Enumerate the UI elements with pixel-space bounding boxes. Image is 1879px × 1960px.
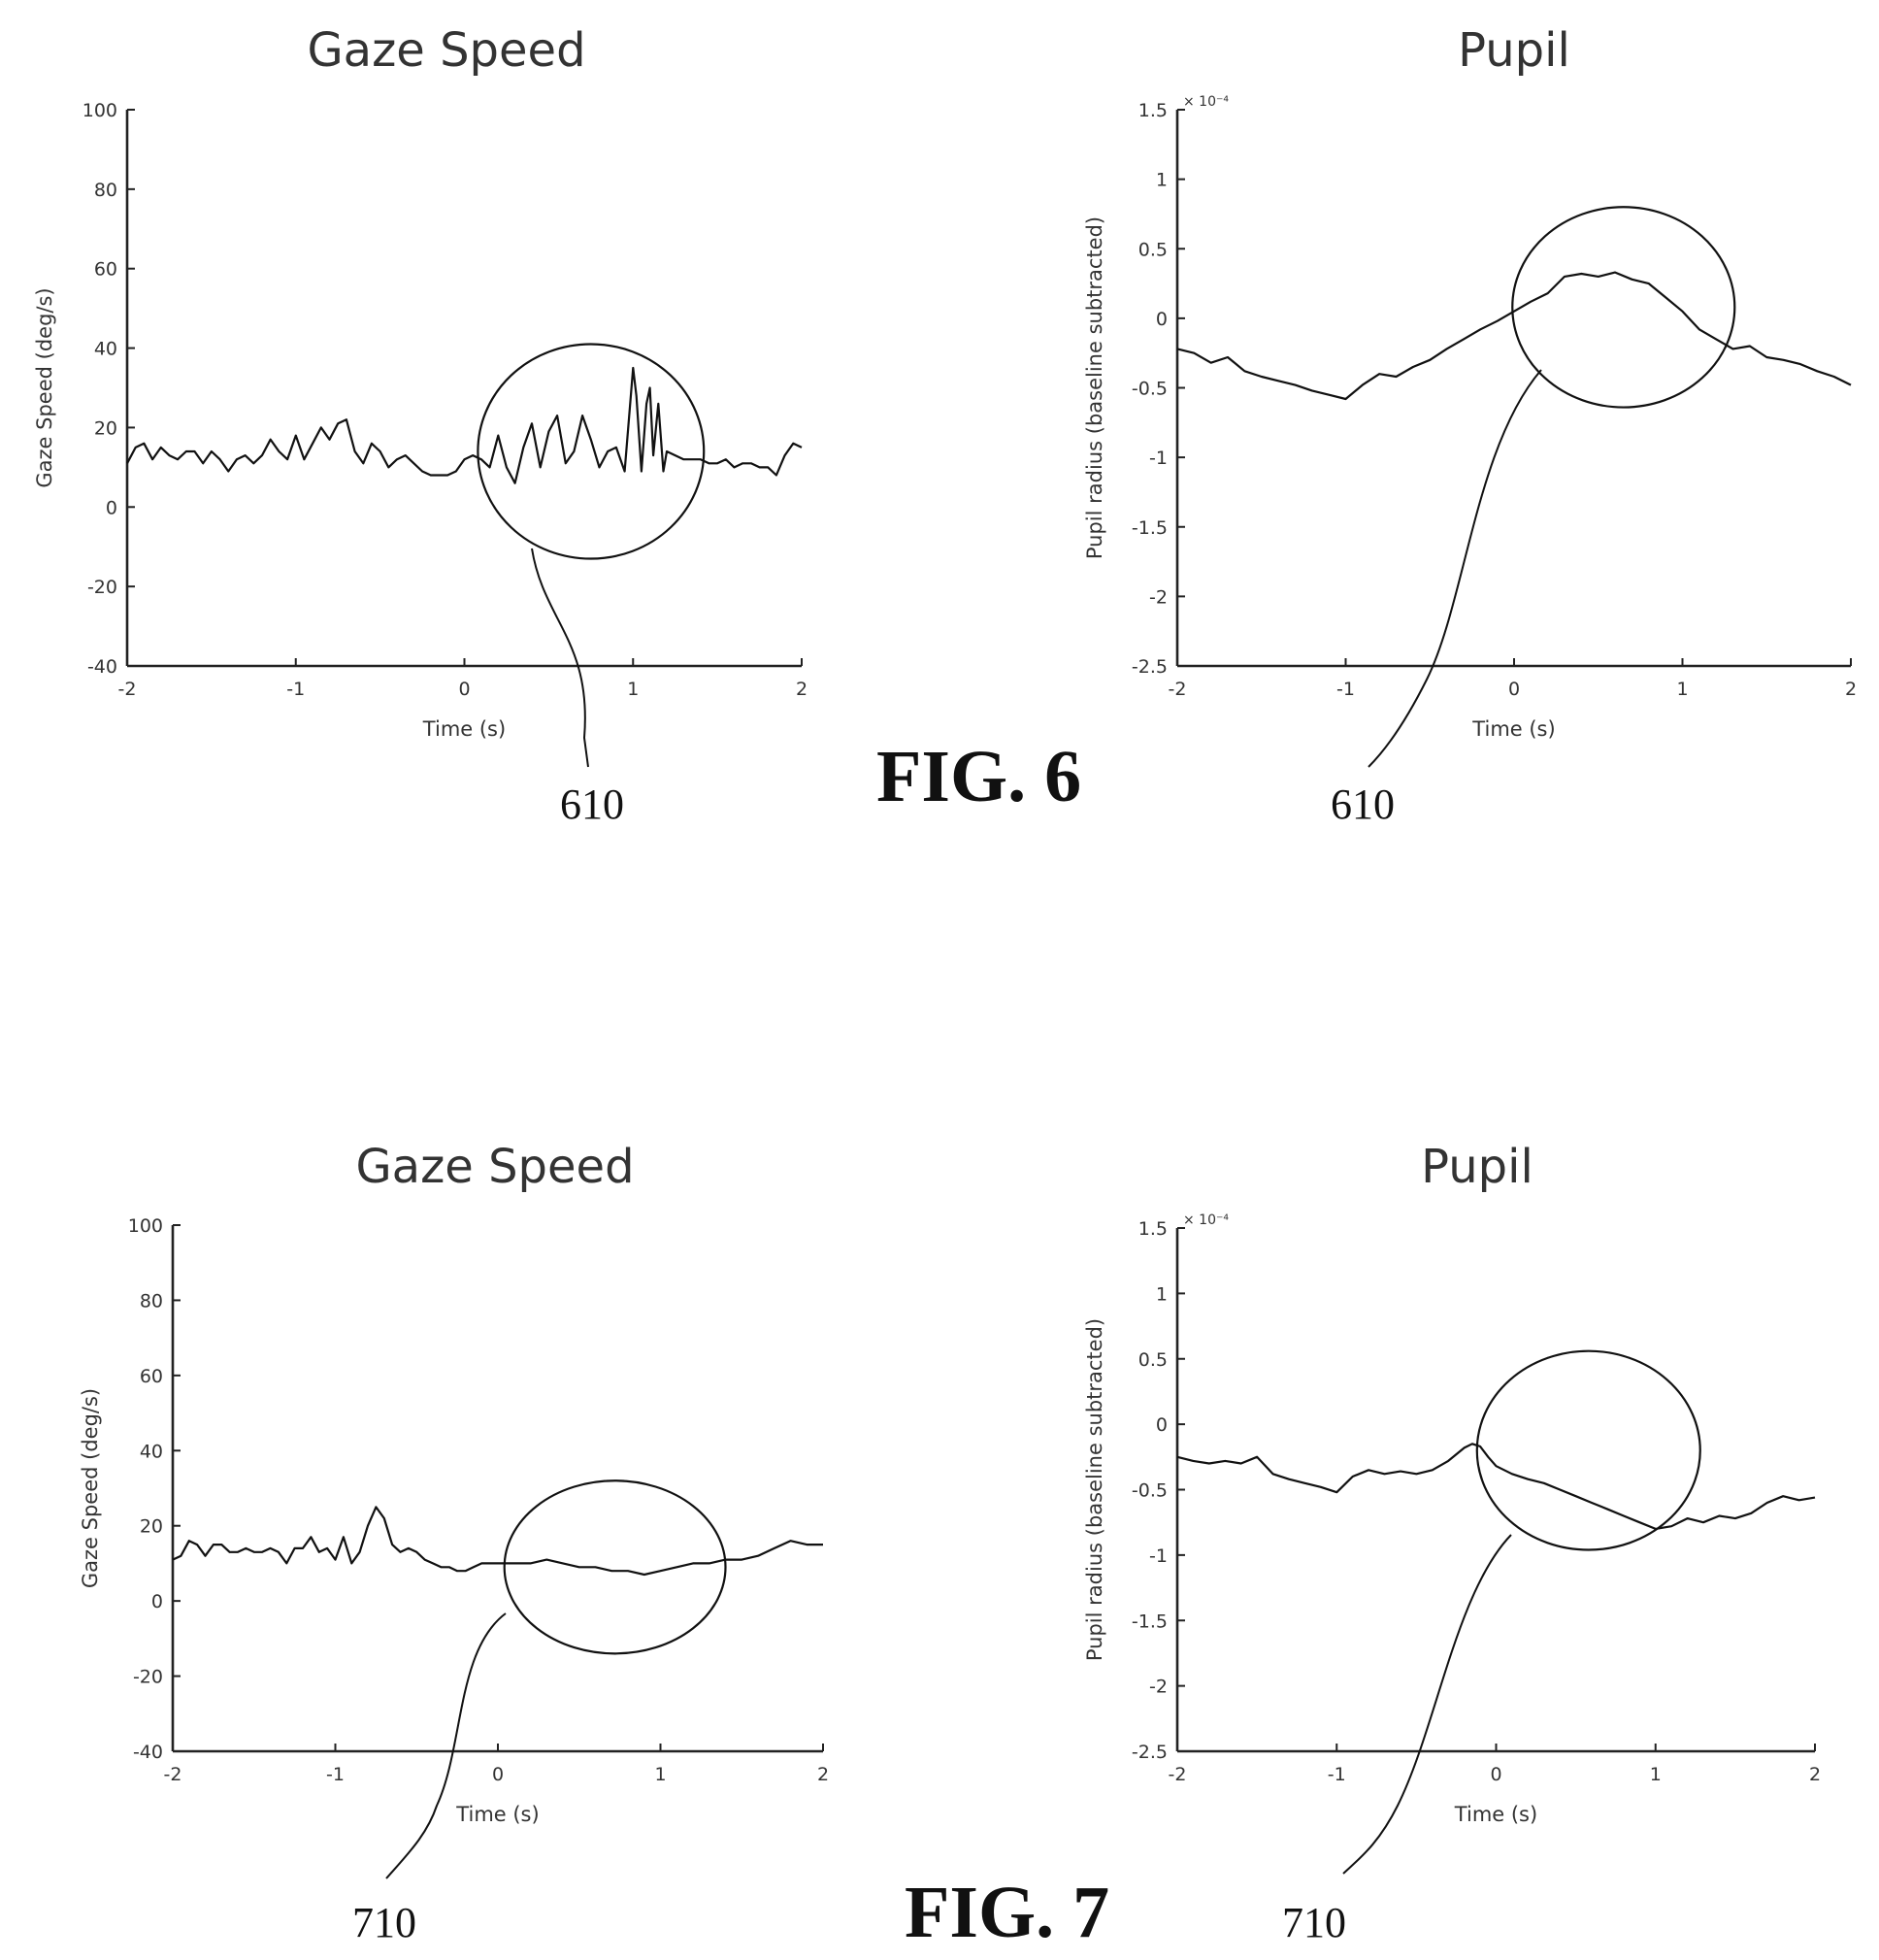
highlight-circle — [503, 1479, 727, 1655]
y-tick-label: 1 — [1156, 1283, 1168, 1305]
x-tick-label: 1 — [654, 1764, 666, 1785]
y-tick-label: 100 — [128, 1215, 163, 1237]
fig7-gaze-speed-chart: Gaze Speed -40 -20 0 20 40 60 80 100 -2 -1 0 1 2 Time … — [79, 1140, 829, 1946]
x-axis-label: Time (s) — [1454, 1803, 1537, 1826]
x-tick-label: 2 — [796, 679, 808, 700]
fig7-pupil-chart: Pupil-2.5-2-1.5-1-0.500.511.5-2 -1 0 1 2Time… — [1083, 1140, 1821, 1946]
y-tick-label: 0.5 — [1138, 1349, 1168, 1371]
x-tick-label: -1 — [326, 1764, 345, 1785]
callout-leader-line — [385, 1612, 507, 1879]
chart-title: Gaze Speed — [307, 23, 585, 78]
y-tick-label: 60 — [94, 259, 117, 281]
x-tick-label: 1 — [1676, 679, 1688, 700]
x-tick-label: -1 — [286, 679, 305, 700]
y-tick-label: -40 — [87, 656, 117, 678]
y-tick-label: 0 — [151, 1591, 163, 1612]
fig6-label: FIG. 6 — [876, 736, 1081, 817]
y-tick-label: 80 — [140, 1290, 163, 1312]
x-tick-label: 1 — [627, 679, 639, 700]
x-axis-label: Time (s) — [422, 717, 506, 741]
x-tick-label: 0 — [1490, 1764, 1501, 1785]
series-line — [1176, 1443, 1816, 1530]
y-tick-label: -1 — [1149, 1545, 1168, 1567]
callout-leader-line — [1342, 1534, 1512, 1875]
y-tick-label: -1.5 — [1132, 517, 1168, 539]
series-line — [1176, 271, 1852, 401]
y-tick-label: 1 — [1156, 170, 1168, 191]
y-tick-label: -0.5 — [1132, 379, 1168, 400]
callout-number: 610 — [1331, 781, 1395, 828]
y-tick-label: 1.5 — [1138, 1218, 1168, 1240]
callout-leader-line — [1368, 369, 1542, 768]
y-tick-label: 80 — [94, 180, 117, 201]
y-tick-label: 0.5 — [1138, 239, 1168, 260]
x-tick-label: 0 — [1508, 679, 1520, 700]
x-tick-label: -2 — [164, 1764, 182, 1785]
y-tick-label: 40 — [140, 1441, 163, 1462]
x-axis-label: Time (s) — [1471, 717, 1555, 741]
x-tick-label: -1 — [1328, 1764, 1346, 1785]
series-line — [126, 366, 803, 484]
x-tick-label: -2 — [118, 679, 137, 700]
x-tick-label: -1 — [1336, 679, 1355, 700]
y-tick-label: -1.5 — [1132, 1611, 1168, 1632]
y-tick-label: 20 — [94, 417, 117, 439]
y-tick-label: -2.5 — [1132, 1742, 1168, 1763]
y-tick-label: 0 — [106, 497, 117, 518]
x-tick-label: 0 — [458, 679, 470, 700]
highlight-circle — [1511, 206, 1736, 409]
y-tick-label: 60 — [140, 1366, 163, 1387]
y-tick-label: 1.5 — [1138, 100, 1168, 121]
y-axis-multiplier: × 10⁻⁴ — [1183, 94, 1229, 110]
fig6-pupil-chart: Pupil-2.5-2-1.5-1-0.500.511.5-2 -1 0 1 2Time… — [1083, 23, 1857, 828]
y-tick-label: 100 — [82, 100, 117, 121]
x-tick-label: -2 — [1169, 1764, 1187, 1785]
x-tick-label: -2 — [1169, 679, 1187, 700]
x-tick-label: 0 — [492, 1764, 504, 1785]
x-axis-label: Time (s) — [455, 1803, 539, 1826]
x-tick-label: 1 — [1650, 1764, 1662, 1785]
y-axis-label: Gaze Speed (deg/s) — [79, 1388, 102, 1588]
x-tick-label: 2 — [817, 1764, 829, 1785]
fig7-label: FIG. 7 — [905, 1872, 1109, 1953]
y-axis-label: Pupil radius (baseline subtracted) — [1083, 1318, 1106, 1661]
y-axis-label: Gaze Speed (deg/s) — [33, 287, 56, 487]
callout-number: 710 — [1282, 1899, 1346, 1946]
y-axis-label: Pupil radius (baseline subtracted) — [1083, 216, 1106, 559]
y-tick-label: -20 — [87, 577, 117, 598]
highlight-circle — [1475, 1349, 1701, 1551]
x-tick-label: 2 — [1845, 679, 1857, 700]
y-tick-label: -2 — [1149, 1677, 1168, 1698]
chart-title: Pupil — [1421, 1140, 1533, 1194]
callout-number: 610 — [560, 781, 624, 828]
y-tick-label: -2 — [1149, 586, 1168, 608]
y-tick-label: -40 — [133, 1742, 163, 1763]
chart-title: Gaze Speed — [355, 1140, 634, 1194]
y-tick-label: -20 — [133, 1667, 163, 1688]
highlight-circle — [477, 343, 706, 560]
y-tick-label: -0.5 — [1132, 1480, 1168, 1502]
chart-title: Pupil — [1458, 23, 1570, 78]
y-tick-label: 0 — [1156, 1414, 1168, 1436]
y-tick-label: 20 — [140, 1516, 163, 1538]
callout-leader-line — [531, 548, 589, 768]
y-tick-label: 0 — [1156, 309, 1168, 330]
y-axis-multiplier: × 10⁻⁴ — [1183, 1213, 1229, 1228]
y-tick-label: -1 — [1149, 448, 1168, 469]
x-tick-label: 2 — [1809, 1764, 1821, 1785]
y-tick-label: 40 — [94, 339, 117, 360]
y-tick-label: -2.5 — [1132, 656, 1168, 678]
callout-number: 710 — [352, 1899, 416, 1946]
fig6-gaze-speed-chart: Gaze Speed -40 -20 0 20 40 60 80 100 -2 -1 0 1 2 Time … — [33, 23, 808, 828]
series-line — [172, 1506, 823, 1577]
